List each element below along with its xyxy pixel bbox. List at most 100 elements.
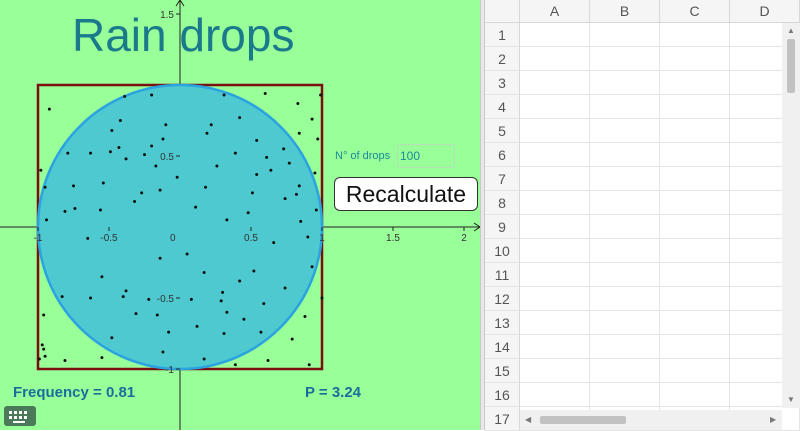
column-header[interactable]: C bbox=[660, 0, 730, 23]
spreadsheet-cell[interactable] bbox=[520, 263, 590, 287]
spreadsheet-cell[interactable] bbox=[520, 335, 590, 359]
spreadsheet-cell[interactable] bbox=[660, 23, 730, 47]
spreadsheet-cell[interactable] bbox=[590, 335, 660, 359]
spreadsheet-cell[interactable] bbox=[520, 167, 590, 191]
row-header[interactable]: 8 bbox=[485, 191, 520, 215]
spreadsheet-cell[interactable] bbox=[520, 47, 590, 71]
vertical-scrollbar[interactable]: ▲ ▼ bbox=[782, 23, 800, 408]
spreadsheet-cell[interactable] bbox=[590, 359, 660, 383]
spreadsheet-cell[interactable] bbox=[520, 71, 590, 95]
rain-drop-point bbox=[297, 131, 301, 135]
spreadsheet-cell[interactable] bbox=[660, 143, 730, 167]
rain-drop-point bbox=[37, 357, 41, 361]
spreadsheet-view[interactable]: A B C D 1 2 3 4 5 6 7 8 9 10 11 12 13 14 15 16 17 ▲ ▼ ◀ ▶ bbox=[485, 0, 800, 431]
row-header[interactable]: 1 bbox=[485, 23, 520, 47]
scroll-right-icon[interactable]: ▶ bbox=[770, 415, 777, 424]
horizontal-scroll-thumb[interactable] bbox=[540, 416, 626, 424]
spreadsheet-cell[interactable] bbox=[660, 335, 730, 359]
spreadsheet-cell[interactable] bbox=[590, 143, 660, 167]
spreadsheet-cell[interactable] bbox=[520, 239, 590, 263]
spreadsheet-cell[interactable] bbox=[590, 383, 660, 407]
spreadsheet-cell[interactable] bbox=[660, 215, 730, 239]
rain-drop-point bbox=[158, 256, 162, 260]
spreadsheet-cell[interactable] bbox=[660, 239, 730, 263]
spreadsheet-cell[interactable] bbox=[660, 383, 730, 407]
spreadsheet-cell[interactable] bbox=[660, 191, 730, 215]
spreadsheet-cell[interactable] bbox=[520, 215, 590, 239]
spreadsheet-cell[interactable] bbox=[590, 167, 660, 191]
spreadsheet-cell[interactable] bbox=[590, 95, 660, 119]
spreadsheet-cell[interactable] bbox=[590, 119, 660, 143]
rain-drop-point bbox=[175, 175, 179, 179]
panel-divider[interactable] bbox=[480, 0, 485, 430]
recalculate-button[interactable]: Recalculate bbox=[334, 177, 478, 211]
spreadsheet-cell[interactable] bbox=[520, 359, 590, 383]
spreadsheet-cell[interactable] bbox=[660, 119, 730, 143]
column-header[interactable]: B bbox=[590, 0, 660, 23]
spreadsheet-cell[interactable] bbox=[660, 287, 730, 311]
spreadsheet-cell[interactable] bbox=[660, 359, 730, 383]
row-header[interactable]: 6 bbox=[485, 143, 520, 167]
rain-drop-point bbox=[155, 313, 159, 317]
rain-drop-point bbox=[161, 137, 165, 141]
rain-drop-point bbox=[124, 157, 128, 161]
row-header[interactable]: 13 bbox=[485, 311, 520, 335]
row-header[interactable]: 7 bbox=[485, 167, 520, 191]
graphics-view[interactable]: -1 -0.5 0 0.5 1 1.5 2 1.5 0.5 -0.5 -1 Rain drops N… bbox=[0, 0, 480, 430]
spreadsheet-cell[interactable] bbox=[660, 263, 730, 287]
y-tick-label: 1.5 bbox=[160, 10, 174, 21]
spreadsheet-cell[interactable] bbox=[520, 311, 590, 335]
spreadsheet-cell[interactable] bbox=[520, 95, 590, 119]
scroll-down-icon[interactable]: ▼ bbox=[787, 395, 795, 404]
spreadsheet-cell[interactable] bbox=[590, 215, 660, 239]
rain-drop-point bbox=[66, 151, 70, 155]
spreadsheet-cell[interactable] bbox=[660, 47, 730, 71]
row-header[interactable]: 12 bbox=[485, 287, 520, 311]
spreadsheet-cell[interactable] bbox=[590, 287, 660, 311]
spreadsheet-cell[interactable] bbox=[590, 311, 660, 335]
spreadsheet-cell[interactable] bbox=[520, 119, 590, 143]
row-header[interactable]: 17 bbox=[485, 407, 520, 431]
spreadsheet-cell[interactable] bbox=[660, 167, 730, 191]
spreadsheet-cell[interactable] bbox=[590, 263, 660, 287]
row-header[interactable]: 3 bbox=[485, 71, 520, 95]
spreadsheet-cell[interactable] bbox=[660, 311, 730, 335]
drops-count-input[interactable] bbox=[397, 144, 455, 168]
select-all-corner[interactable] bbox=[485, 0, 520, 23]
spreadsheet-cell[interactable] bbox=[520, 383, 590, 407]
row-header[interactable]: 9 bbox=[485, 215, 520, 239]
spreadsheet-cell[interactable] bbox=[660, 95, 730, 119]
row-header[interactable]: 14 bbox=[485, 335, 520, 359]
column-header[interactable]: A bbox=[520, 0, 590, 23]
rain-drop-point bbox=[314, 208, 318, 212]
vertical-scroll-thumb[interactable] bbox=[787, 39, 795, 93]
rain-drop-point bbox=[101, 181, 105, 185]
spreadsheet-cell[interactable] bbox=[660, 71, 730, 95]
row-header[interactable]: 5 bbox=[485, 119, 520, 143]
column-header[interactable]: D bbox=[730, 0, 800, 23]
spreadsheet-cell[interactable] bbox=[520, 23, 590, 47]
spreadsheet-cell[interactable] bbox=[590, 239, 660, 263]
spreadsheet-cell[interactable] bbox=[590, 47, 660, 71]
x-tick-label: 1.5 bbox=[386, 233, 400, 244]
rain-drop-point bbox=[222, 332, 226, 335]
rain-drop-point bbox=[110, 336, 114, 340]
row-header[interactable]: 15 bbox=[485, 359, 520, 383]
row-header[interactable]: 10 bbox=[485, 239, 520, 263]
horizontal-scrollbar[interactable]: ◀ ▶ bbox=[520, 410, 782, 430]
rain-drops-plot[interactable]: -1 -0.5 0 0.5 1 1.5 2 1.5 0.5 -0.5 -1 bbox=[0, 0, 480, 430]
spreadsheet-cell[interactable] bbox=[520, 191, 590, 215]
row-header[interactable]: 4 bbox=[485, 95, 520, 119]
spreadsheet-cell[interactable] bbox=[590, 191, 660, 215]
keyboard-icon[interactable] bbox=[4, 406, 36, 426]
spreadsheet-cell[interactable] bbox=[520, 143, 590, 167]
spreadsheet-cell[interactable] bbox=[520, 287, 590, 311]
scroll-left-icon[interactable]: ◀ bbox=[525, 415, 532, 424]
row-header[interactable]: 2 bbox=[485, 47, 520, 71]
spreadsheet-cell[interactable] bbox=[590, 71, 660, 95]
y-tick-label: -0.5 bbox=[157, 294, 175, 305]
row-header[interactable]: 16 bbox=[485, 383, 520, 407]
spreadsheet-cell[interactable] bbox=[590, 23, 660, 47]
row-header[interactable]: 11 bbox=[485, 263, 520, 287]
scroll-up-icon[interactable]: ▲ bbox=[787, 26, 795, 35]
